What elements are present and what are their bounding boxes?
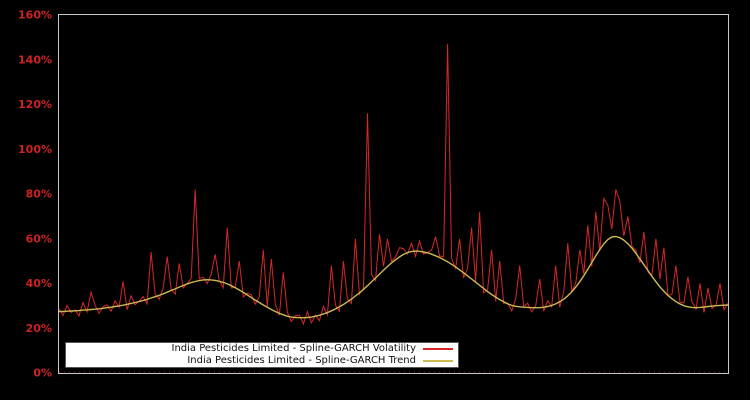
- trend-series-line: [59, 235, 729, 319]
- y-axis-tick-label: 160%: [18, 9, 52, 22]
- legend-item-volatility: India Pesticides Limited - Spline-GARCH …: [66, 343, 458, 355]
- y-axis-tick-label: 100%: [18, 143, 52, 156]
- y-axis-tick-label: 0%: [33, 367, 52, 380]
- legend-label-volatility: India Pesticides Limited - Spline-GARCH …: [171, 343, 417, 354]
- y-axis-tick-label: 80%: [26, 188, 52, 201]
- plot-border: [58, 14, 729, 374]
- y-axis: 0% 20% 40% 60% 80% 100% 120% 140% 160%: [18, 9, 52, 380]
- y-axis-tick-label: 120%: [18, 98, 52, 111]
- legend-item-trend: India Pesticides Limited - Spline-GARCH …: [66, 355, 458, 367]
- y-axis-tick-label: 20%: [26, 322, 52, 335]
- volatility-line-sample: [423, 348, 453, 350]
- legend-label-trend: India Pesticides Limited - Spline-GARCH …: [187, 355, 416, 366]
- y-axis-tick-label: 60%: [26, 232, 52, 245]
- trend-line-sample: [423, 360, 453, 362]
- y-axis-tick-label: 140%: [18, 53, 52, 66]
- volatility-series-line: [58, 44, 729, 326]
- y-axis-tick-label: 40%: [26, 277, 52, 290]
- legend: India Pesticides Limited - Spline-GARCH …: [65, 342, 459, 368]
